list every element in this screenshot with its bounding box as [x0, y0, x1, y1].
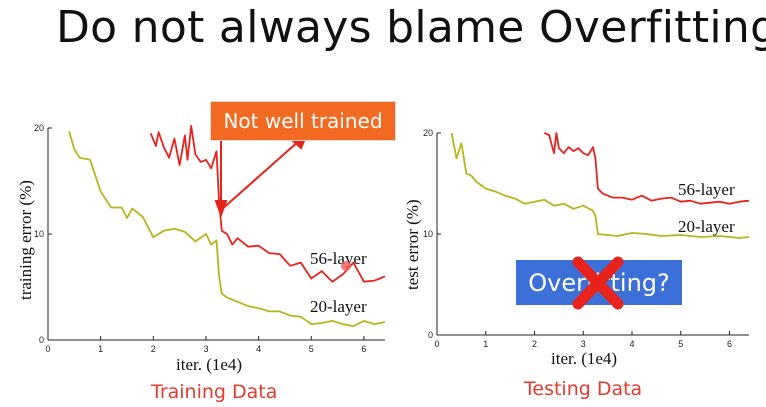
right-label-20-layer: 20-layer: [678, 217, 735, 236]
slide-title: Do not always blame Overfitting: [56, 2, 766, 53]
left-x-tick-label: 2: [151, 344, 156, 354]
left-y-axis-label: training error (%): [16, 180, 35, 300]
right-ticks: 0 1 2 3 4 5 6 0 10 20: [423, 128, 732, 349]
left-label-56-layer: 56-layer: [310, 249, 367, 268]
right-x-tick-label: 5: [678, 339, 683, 349]
right-y-axis-label: test error (%): [403, 199, 422, 290]
overfitting-label-box: Overfitting?: [516, 260, 682, 305]
right-y-tick-label: 0: [428, 330, 433, 340]
right-x-axis-label: iter. (1e4): [551, 349, 617, 368]
right-x-tick-label: 4: [629, 339, 634, 349]
not-well-trained-callout: Not well trained: [210, 101, 396, 141]
right-label-56-layer: 56-layer: [678, 180, 735, 199]
right-x-tick-label: 6: [727, 339, 732, 349]
left-x-axis-label: iter. (1e4): [176, 355, 242, 374]
left-x-tick-label: 6: [361, 344, 366, 354]
left-ticks: 0 1 2 3 4 5 6 0 10 20: [34, 123, 366, 354]
right-x-tick-label: 3: [581, 339, 586, 349]
left-x-tick-label: 5: [309, 344, 314, 354]
training-error-plot: 0 1 2 3 4 5 6 0 10 20 iter. (1e4) training error …: [16, 123, 386, 374]
training-data-caption: Training Data: [151, 381, 278, 403]
right-series: [450, 132, 750, 239]
right-x-tick-label: 1: [483, 339, 488, 349]
right-series-line-20-layer: [450, 132, 750, 239]
testing-data-caption: Testing Data: [524, 378, 643, 400]
left-label-20-layer: 20-layer: [310, 297, 367, 316]
left-y-tick-label: 10: [34, 229, 44, 239]
left-x-tick-label: 4: [256, 344, 261, 354]
right-x-tick-label: 2: [532, 339, 537, 349]
callout-arrows: [214, 132, 309, 218]
right-y-tick-label: 20: [423, 128, 433, 138]
left-x-tick-label: 3: [203, 344, 208, 354]
left-x-tick-label: 1: [98, 344, 103, 354]
red-cross-icon: [572, 256, 624, 310]
left-series: [68, 125, 386, 328]
right-series-line-56-layer: [543, 132, 750, 205]
right-y-tick-label: 10: [423, 229, 433, 239]
left-y-tick-label: 0: [39, 335, 44, 345]
pointer-dot: [341, 261, 351, 271]
right-x-tick-label: 0: [434, 339, 439, 349]
left-series-line-56-layer: [149, 125, 386, 283]
left-series-line-20-layer: [68, 130, 386, 328]
left-y-tick-label: 20: [34, 123, 44, 133]
left-x-tick-label: 0: [45, 344, 50, 354]
